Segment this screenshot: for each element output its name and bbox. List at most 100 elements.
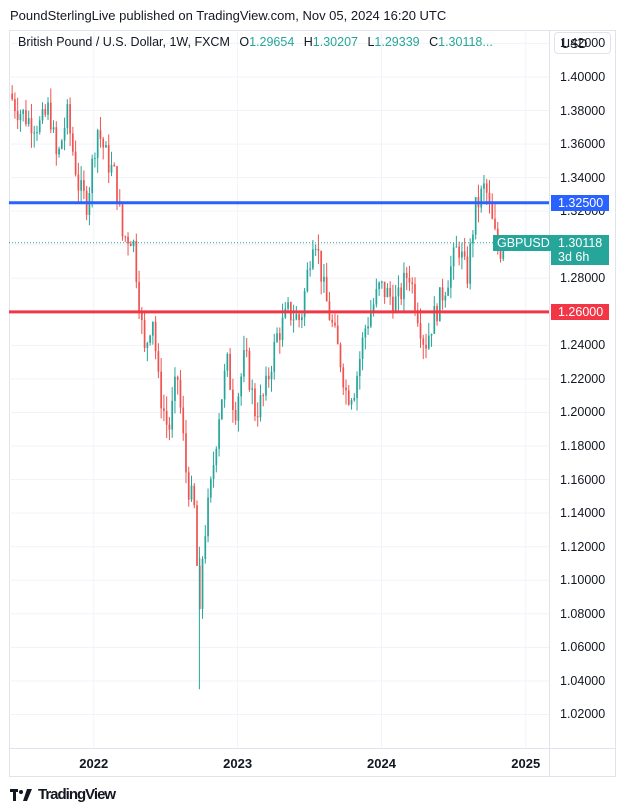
price-axis-tick-label: 1.40000 — [560, 69, 606, 84]
tradingview-logo-icon — [10, 788, 32, 801]
candle-up — [281, 317, 284, 340]
candle-down — [491, 202, 494, 219]
candle-down — [485, 183, 488, 193]
price-axis-tick-label: 1.34000 — [560, 170, 606, 185]
candle-up — [105, 145, 107, 148]
level-price-badge: 1.32500 — [551, 194, 609, 211]
candle-up — [447, 287, 449, 296]
legend-high-label: H — [303, 35, 313, 49]
candle-down — [99, 130, 102, 139]
candle-down — [254, 388, 256, 417]
candle-up — [295, 314, 298, 320]
candle-down — [113, 164, 116, 167]
candle-down — [185, 433, 187, 473]
candle-down — [129, 243, 132, 247]
candle-down — [229, 353, 231, 390]
candle-up — [430, 333, 433, 336]
level-price-badge: 1.26000 — [551, 303, 609, 320]
last-price-badge: 1.30118 3d 6h — [551, 234, 609, 265]
candle-down — [331, 319, 334, 323]
candle-down — [107, 145, 110, 173]
currency-selector[interactable]: USD — [554, 32, 611, 54]
candle-up — [276, 333, 278, 342]
candle-up — [174, 376, 176, 401]
candle-down — [334, 322, 336, 326]
legend-low-value: 1.29339 — [374, 35, 420, 49]
candle-up — [381, 281, 383, 283]
candle-down — [494, 218, 496, 229]
candle-down — [77, 174, 80, 191]
candle-up — [132, 240, 135, 247]
candle-down — [196, 505, 198, 566]
candle-up — [455, 246, 458, 248]
candle-up — [33, 132, 36, 134]
candle-down — [262, 395, 265, 397]
chart-plot-area[interactable] — [9, 30, 549, 748]
candle-down — [168, 424, 171, 430]
time-axis-tick-label: 2023 — [223, 756, 253, 771]
candle-up — [149, 335, 151, 343]
candle-down — [416, 310, 419, 324]
time-axis-tick-label: 2024 — [367, 756, 396, 771]
candle-down — [414, 284, 416, 311]
price-axis-tick-label: 1.38000 — [560, 103, 606, 118]
price-axis-tick-label: 1.10000 — [560, 573, 606, 588]
price-axis-tick-label: 1.36000 — [560, 137, 606, 152]
candle-down — [127, 236, 129, 244]
legend-open-value: 1.29654 — [249, 35, 295, 49]
price-axis-tick-label: 1.20000 — [560, 405, 606, 420]
candle-down — [11, 93, 14, 100]
candle-up — [292, 319, 295, 321]
price-axis-divider — [549, 30, 550, 777]
candle-up — [190, 485, 193, 500]
candle-up — [223, 370, 226, 400]
candle-down — [245, 350, 248, 352]
candle-up — [378, 282, 380, 290]
price-axis-tick-label: 1.16000 — [560, 472, 606, 487]
candle-up — [226, 353, 229, 371]
candle-up — [265, 375, 267, 396]
candle-up — [364, 328, 367, 338]
candle-down — [441, 287, 444, 301]
candle-down — [163, 408, 165, 411]
candle-down — [320, 250, 323, 282]
candle-down — [267, 375, 270, 380]
chart-frame — [9, 30, 616, 777]
candle-down — [347, 390, 350, 405]
candle-up — [444, 295, 447, 301]
candle-down — [400, 287, 403, 300]
candle-up — [66, 104, 69, 128]
candle-down — [179, 379, 182, 408]
candle-down — [463, 251, 466, 257]
candle-down — [466, 256, 469, 284]
candle-up — [110, 164, 113, 173]
candle-up — [472, 234, 474, 244]
candle-up — [452, 247, 455, 267]
candle-up — [367, 326, 369, 329]
candle-down — [488, 192, 491, 203]
candle-up — [146, 342, 149, 348]
candle-down — [69, 104, 71, 134]
candle-up — [243, 350, 245, 377]
candle-down — [143, 319, 146, 348]
legend-open-label: O — [239, 35, 250, 49]
candle-down — [278, 333, 281, 340]
candle-up — [58, 148, 60, 155]
candle-up — [22, 110, 25, 114]
candle-up — [237, 396, 240, 421]
candle-up — [474, 197, 477, 235]
candle-up — [358, 359, 361, 377]
bar-countdown: 3d 6h — [558, 249, 590, 264]
candle-up — [171, 400, 174, 430]
candle-down — [44, 109, 47, 115]
candle-down — [138, 282, 140, 313]
candle-up — [502, 249, 505, 259]
candle-down — [116, 166, 118, 202]
candle-up — [204, 536, 207, 559]
price-axis-tick-label: 1.02000 — [560, 707, 606, 722]
candle-up — [480, 188, 483, 208]
candle-up — [438, 287, 441, 322]
candle-up — [63, 127, 66, 141]
candle-down — [55, 127, 58, 155]
price-axis-tick-label: 1.22000 — [560, 371, 606, 386]
